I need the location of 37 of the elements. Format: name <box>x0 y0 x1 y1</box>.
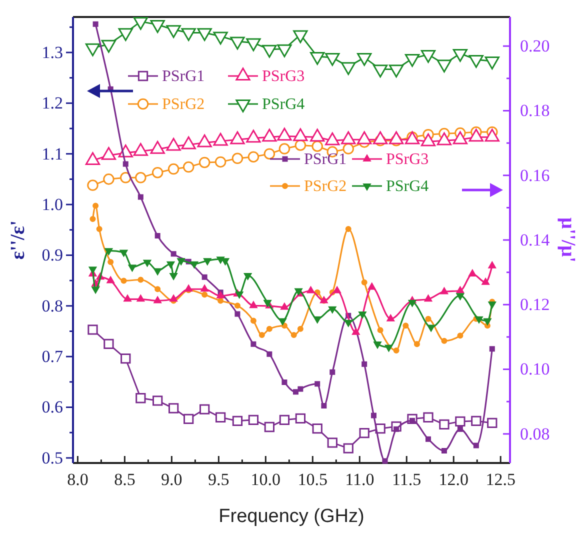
x-tick-label: 8.5 <box>114 470 136 490</box>
x-tick-label: 11.5 <box>392 470 422 490</box>
y2-tick-label: 0.14 <box>520 230 550 250</box>
y2-axis-title: μ''/μ' <box>557 218 579 262</box>
x-tick-label: 10.5 <box>298 470 328 490</box>
legend-label: PSrG3 <box>386 151 429 168</box>
x-tick-label: 11.0 <box>345 470 374 490</box>
y2-tick-label: 0.18 <box>520 101 550 120</box>
legend-label: PSrG1 <box>162 68 205 85</box>
y2-tick-label: 0.16 <box>520 166 550 185</box>
x-tick-label: 12.5 <box>486 470 516 490</box>
legend-label: PSrG2 <box>162 96 205 113</box>
x-tick-label: 10.0 <box>250 470 281 490</box>
y-tick-label: 0.7 <box>42 347 64 366</box>
y-tick-label: 0.8 <box>42 296 63 316</box>
y-tick-label: 1.1 <box>42 144 63 164</box>
x-tick-label: 9.0 <box>161 470 182 490</box>
y2-tick-label: 0.12 <box>520 295 550 314</box>
legend-label: PSrG4 <box>262 96 305 113</box>
y-axis-title: ε''/ε' <box>7 220 29 260</box>
y-tick-label: 1.2 <box>42 94 63 113</box>
y2-tick-label: 0.20 <box>520 36 550 56</box>
y2-tick-label: 0.10 <box>520 360 550 379</box>
x-tick-label: 9.5 <box>208 470 230 490</box>
x-axis-title: Frequency (GHz) <box>218 506 364 527</box>
y-tick-label: 1.0 <box>42 194 63 214</box>
legend-label: PSrG4 <box>386 178 429 195</box>
legend-label: PSrG1 <box>304 151 347 168</box>
y-tick-label: 0.6 <box>42 398 63 417</box>
legend-label: PSrG2 <box>304 178 347 195</box>
y-tick-label: 1.3 <box>42 42 63 62</box>
y-tick-label: 0.5 <box>42 448 63 468</box>
y-tick-label: 0.9 <box>42 246 63 265</box>
x-tick-label: 8.0 <box>67 470 88 490</box>
legend-label: PSrG3 <box>262 68 305 85</box>
y2-tick-label: 0.08 <box>520 424 550 444</box>
x-tick-label: 12.0 <box>438 470 468 490</box>
